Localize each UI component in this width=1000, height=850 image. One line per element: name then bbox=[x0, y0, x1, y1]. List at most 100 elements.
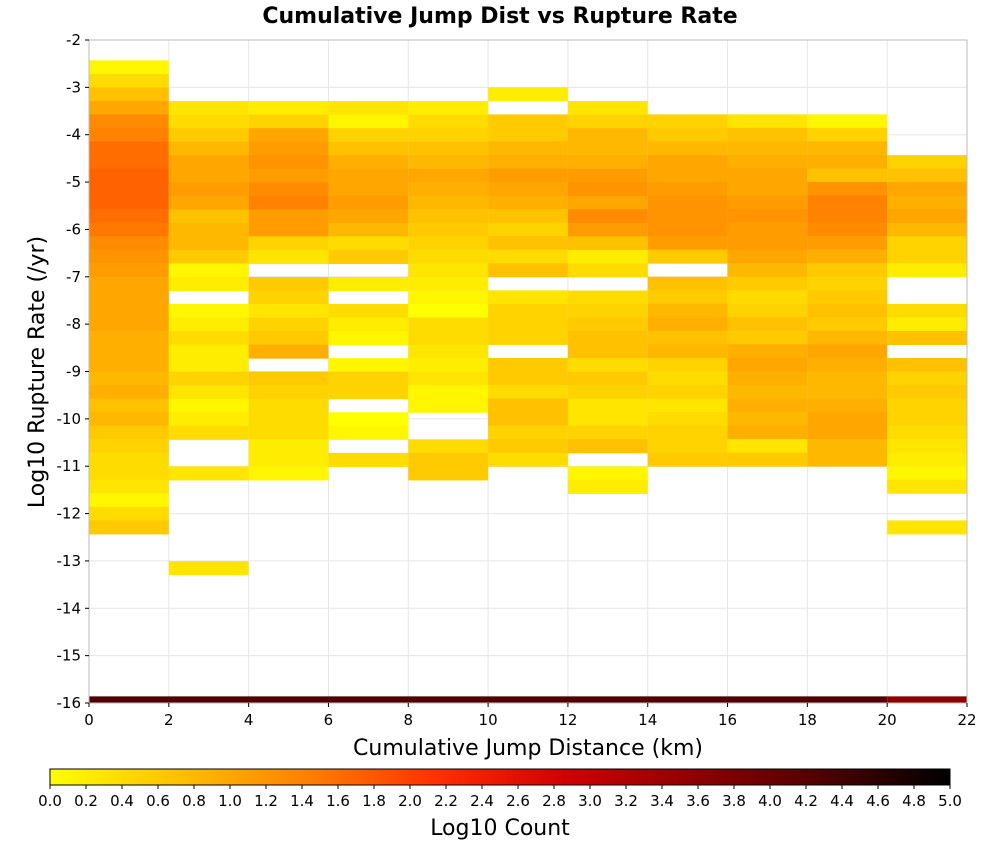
x-tick-label: 2 bbox=[164, 711, 174, 729]
heatmap-cell bbox=[887, 425, 967, 440]
heatmap-cell bbox=[168, 425, 249, 440]
heatmap-cell bbox=[89, 344, 169, 359]
heatmap-cell bbox=[168, 182, 249, 197]
heatmap-cell bbox=[727, 330, 808, 345]
heatmap-cell bbox=[647, 222, 728, 237]
y-tick-label: -3 bbox=[66, 78, 81, 96]
heatmap-cell bbox=[408, 466, 489, 481]
heatmap-cell bbox=[408, 114, 489, 129]
heatmap-cell bbox=[807, 114, 888, 129]
heatmap-cell bbox=[807, 344, 888, 359]
heatmap-cell bbox=[89, 182, 169, 197]
heatmap-cell bbox=[408, 439, 489, 454]
heatmap-cell bbox=[408, 452, 489, 467]
heatmap-cell bbox=[248, 412, 329, 427]
heatmap-cell bbox=[807, 222, 888, 237]
heatmap-cell bbox=[807, 154, 888, 169]
heatmap-cell bbox=[89, 168, 169, 183]
heatmap-cell bbox=[408, 358, 489, 373]
heatmap-cell bbox=[328, 155, 409, 170]
heatmap-cell bbox=[168, 101, 249, 116]
heatmap-cell bbox=[168, 371, 249, 386]
heatmap-cell bbox=[727, 141, 808, 156]
heatmap-cell bbox=[328, 371, 409, 386]
heatmap-cell bbox=[807, 357, 888, 372]
heatmap-cell bbox=[727, 344, 808, 359]
plot-area bbox=[88, 39, 968, 704]
colorbar-gradient bbox=[49, 768, 951, 786]
heatmap-cell bbox=[168, 317, 249, 332]
heatmap-cell bbox=[567, 168, 648, 183]
heatmap-cell bbox=[647, 357, 728, 372]
heatmap-cell bbox=[328, 168, 409, 183]
heatmap-cell bbox=[647, 249, 728, 264]
heatmap-cell bbox=[89, 371, 169, 386]
y-tick-label: -14 bbox=[57, 599, 82, 617]
heatmap-cell bbox=[248, 236, 329, 251]
colorbar-tick-label: 2.4 bbox=[470, 792, 494, 810]
heatmap-cell bbox=[168, 222, 249, 237]
heatmap-cell bbox=[488, 371, 568, 386]
heatmap-cell bbox=[807, 276, 888, 291]
heatmap-cell bbox=[408, 304, 489, 319]
heatmap-cell bbox=[89, 358, 169, 373]
heatmap-cell bbox=[807, 236, 888, 251]
heatmap-cell bbox=[488, 195, 568, 210]
x-tick-label: 12 bbox=[558, 711, 577, 729]
heatmap-cell bbox=[887, 317, 967, 332]
heatmap-cell bbox=[647, 154, 728, 169]
heatmap-cell bbox=[647, 168, 728, 183]
y-tick-label: -7 bbox=[66, 268, 81, 286]
heatmap-cell bbox=[248, 304, 329, 319]
x-tick-label: 10 bbox=[479, 711, 498, 729]
heatmap-cell bbox=[168, 141, 249, 156]
heatmap-cell bbox=[727, 168, 808, 183]
heatmap-cell bbox=[647, 195, 728, 210]
heatmap-cell bbox=[168, 466, 249, 481]
heatmap-cell bbox=[408, 331, 489, 346]
heatmap-cell bbox=[807, 182, 888, 197]
heatmap-cell bbox=[807, 209, 888, 224]
heatmap-cell bbox=[807, 141, 888, 156]
heatmap-cell bbox=[168, 344, 249, 359]
heatmap-cell bbox=[89, 439, 169, 454]
heatmap-cell bbox=[248, 182, 329, 197]
heatmap-cell bbox=[727, 452, 808, 467]
heatmap-cell bbox=[168, 398, 249, 413]
heatmap-cell bbox=[807, 303, 888, 318]
heatmap-cell bbox=[567, 304, 648, 319]
x-tick-label: 8 bbox=[403, 711, 413, 729]
heatmap-cell bbox=[488, 330, 568, 345]
heatmap-cell bbox=[328, 141, 409, 156]
heatmap-cell bbox=[328, 236, 409, 251]
heatmap-cell bbox=[567, 371, 648, 386]
heatmap-cell bbox=[488, 317, 568, 332]
heatmap-cell bbox=[567, 182, 648, 197]
heatmap-cell bbox=[887, 209, 967, 224]
heatmap-cell bbox=[328, 101, 409, 116]
heatmap-cell bbox=[488, 222, 568, 237]
heatmap-cell bbox=[328, 222, 409, 237]
heatmap-cell bbox=[168, 263, 249, 278]
heatmap-cell bbox=[89, 236, 169, 251]
heatmap-cell bbox=[887, 236, 967, 251]
heatmap-cell bbox=[567, 479, 648, 494]
heatmap-cell bbox=[807, 195, 888, 210]
heatmap-cell bbox=[727, 154, 808, 169]
heatmap-cell bbox=[89, 87, 169, 102]
heatmap-cell bbox=[168, 209, 249, 224]
colorbar-tick-label: 4.4 bbox=[830, 792, 854, 810]
heatmap-cell bbox=[647, 398, 728, 413]
heatmap-cell bbox=[887, 696, 967, 703]
heatmap-cell bbox=[887, 358, 967, 373]
y-tick-label: -5 bbox=[66, 173, 81, 191]
heatmap-cell bbox=[567, 195, 648, 210]
heatmap-cell bbox=[567, 425, 648, 440]
heatmap-cell bbox=[887, 155, 967, 170]
heatmap-cell bbox=[567, 290, 648, 305]
x-tick-label: 18 bbox=[798, 711, 817, 729]
heatmap-cell bbox=[727, 371, 808, 386]
heatmap-cell bbox=[567, 249, 648, 264]
heatmap-cell bbox=[807, 452, 888, 467]
